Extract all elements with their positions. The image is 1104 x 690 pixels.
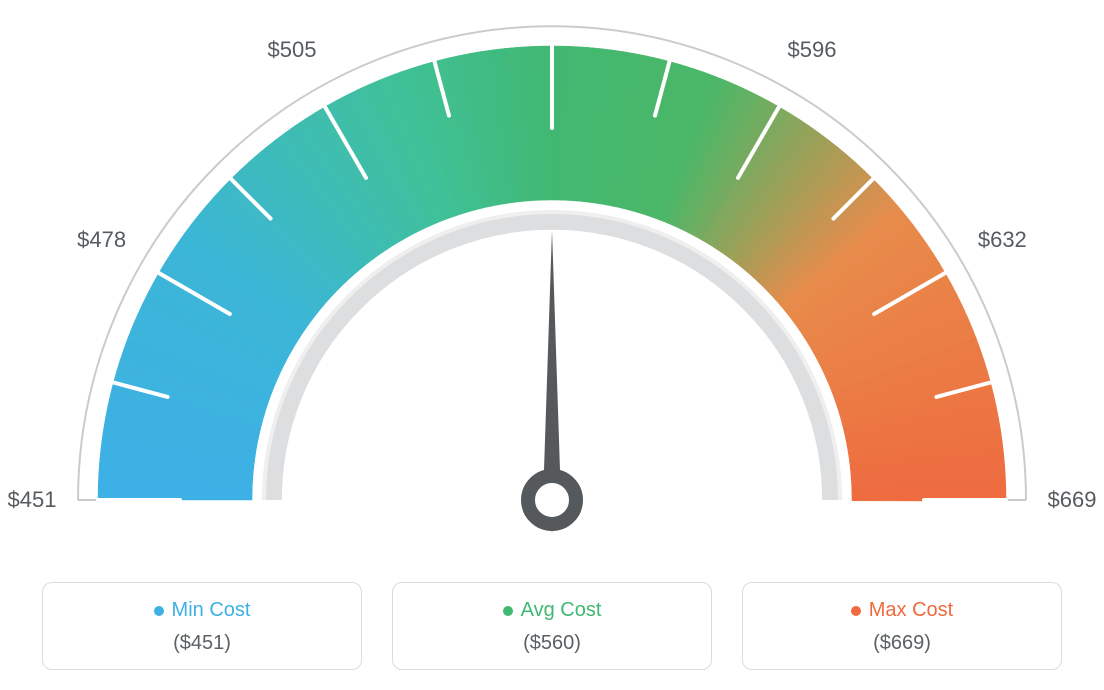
legend-min-title: Min Cost (154, 599, 251, 622)
dot-icon (503, 606, 513, 616)
legend-card-avg: Avg Cost ($560) (392, 582, 712, 670)
legend-avg-value: ($560) (403, 632, 701, 655)
dot-icon (851, 606, 861, 616)
legend-avg-label: Avg Cost (521, 599, 602, 622)
gauge-area: $451$478$505$560$596$632$669 (0, 0, 1104, 560)
dot-icon (154, 606, 164, 616)
legend-max-label: Max Cost (869, 599, 953, 622)
legend-card-min: Min Cost ($451) (42, 582, 362, 670)
legend-avg-title: Avg Cost (503, 599, 602, 622)
gauge-tick-label: $596 (788, 37, 837, 63)
gauge-svg (0, 0, 1104, 560)
gauge-tick-label: $478 (77, 227, 126, 253)
legend-min-value: ($451) (53, 632, 351, 655)
gauge-hub (528, 476, 576, 524)
legend-card-max: Max Cost ($669) (742, 582, 1062, 670)
legend-max-value: ($669) (753, 632, 1051, 655)
gauge-tick-label: $451 (8, 487, 57, 513)
gauge-tick-label: $669 (1048, 487, 1097, 513)
legend-row: Min Cost ($451) Avg Cost ($560) Max Cost… (0, 582, 1104, 670)
gauge-tick-label: $632 (978, 227, 1027, 253)
legend-min-label: Min Cost (172, 599, 251, 622)
legend-max-title: Max Cost (851, 599, 953, 622)
gauge-tick-label: $505 (268, 37, 317, 63)
cost-gauge-chart: $451$478$505$560$596$632$669 Min Cost ($… (0, 0, 1104, 690)
